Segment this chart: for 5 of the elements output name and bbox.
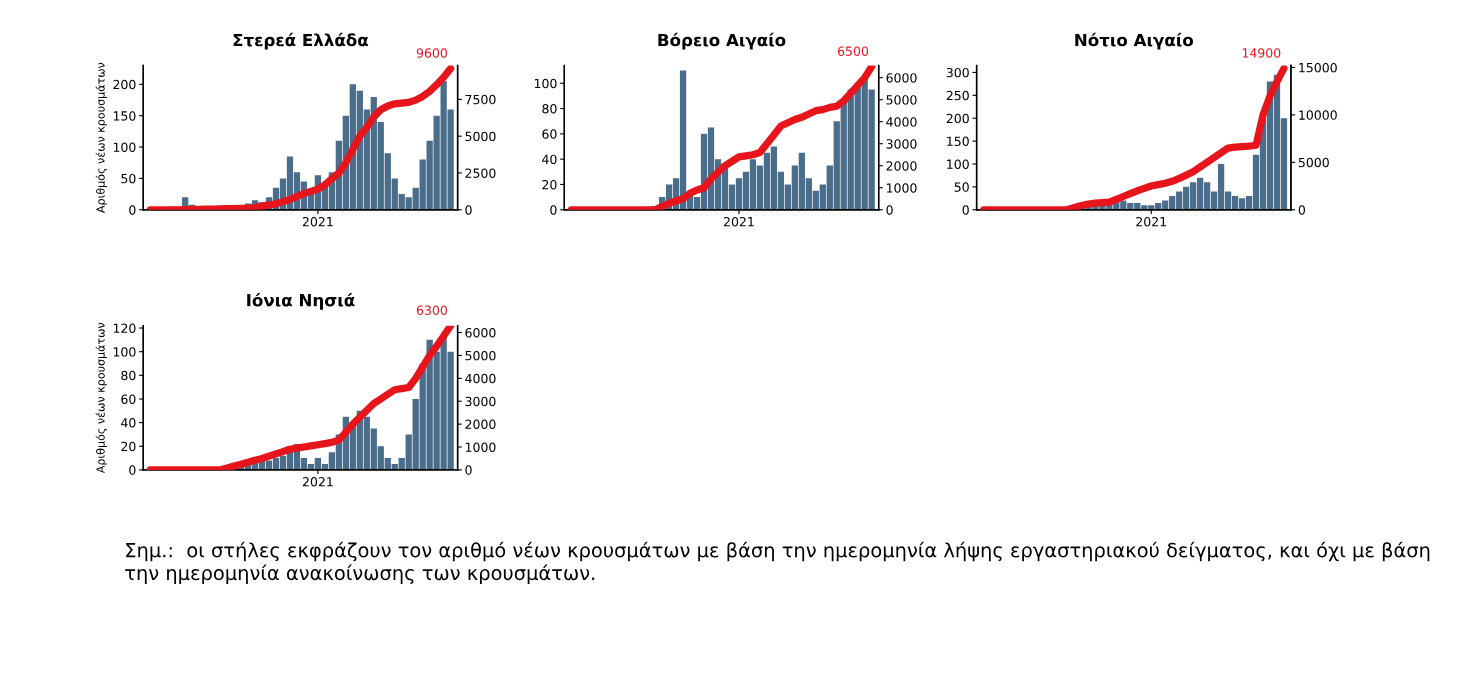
chart-title: Βόρειο Αιγαίο [658, 32, 786, 50]
chart-title: Ιόνια Νησιά [247, 292, 355, 310]
chart-title: Στερεά Ελλάδα [233, 32, 369, 50]
chart-title: Νότιο Αιγαίο [1075, 32, 1194, 50]
text: Σημ.: οι στήλες εκφράζουν τον αριθμό νέων κρουσμάτων με βάση την ημερομηνία λήψης εργαστηριακού δείγματος, και όχι με βάση την ημερομηνία ανακοίνωσης των κρουσμάτων. [125, 541, 1430, 585]
